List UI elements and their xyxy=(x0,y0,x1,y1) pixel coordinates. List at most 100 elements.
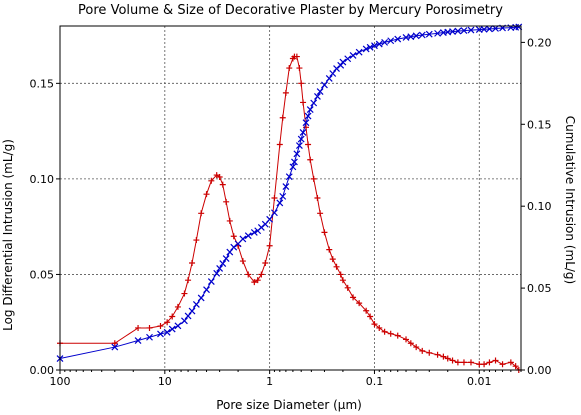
data-point xyxy=(222,255,230,263)
grid xyxy=(60,26,521,370)
data-point xyxy=(157,323,164,330)
data-point xyxy=(449,357,456,364)
data-point xyxy=(339,277,346,284)
data-point xyxy=(407,340,414,347)
data-point xyxy=(316,88,324,95)
y-right-tick-label: 0.10 xyxy=(527,200,552,213)
data-point xyxy=(189,259,196,266)
series-cumulative-intrusion xyxy=(56,23,523,362)
data-point xyxy=(512,363,519,370)
data-point xyxy=(188,307,196,315)
data-point xyxy=(499,361,506,368)
data-point xyxy=(337,61,345,69)
data-point xyxy=(146,333,153,341)
data-point xyxy=(419,347,426,354)
data-point xyxy=(394,35,402,43)
data-point xyxy=(381,38,389,46)
data-point xyxy=(298,80,305,87)
series-line xyxy=(59,26,519,360)
y-right-tick-label: 0.00 xyxy=(527,364,552,377)
data-point xyxy=(344,55,352,63)
data-point xyxy=(266,242,273,249)
data-point xyxy=(111,340,118,347)
data-point xyxy=(203,191,210,198)
x-tick-label: 1 xyxy=(266,375,273,388)
data-point xyxy=(326,246,333,253)
chart-title: Pore Volume & Size of Decorative Plaster… xyxy=(78,3,503,18)
data-point xyxy=(387,330,394,337)
data-point xyxy=(426,349,433,356)
data-point xyxy=(181,290,188,297)
data-point xyxy=(307,156,314,163)
x-tick-label: 100 xyxy=(50,375,71,388)
data-point xyxy=(135,324,142,331)
data-point xyxy=(310,99,318,107)
y-axis-left-title: Log Differential Intrusion (mL/g) xyxy=(1,139,15,331)
series-layer xyxy=(56,23,523,373)
data-point xyxy=(295,142,303,150)
data-point xyxy=(412,32,420,40)
data-point xyxy=(134,337,142,344)
data-point xyxy=(444,355,451,362)
data-point xyxy=(381,328,388,335)
x-tick-label: 10 xyxy=(158,375,172,388)
data-point xyxy=(219,260,227,267)
data-point xyxy=(276,199,284,207)
data-point xyxy=(329,70,337,77)
data-point xyxy=(282,89,289,96)
data-point xyxy=(226,217,233,224)
y-axis-right-title: Cumulative Intrusion (mL/g) xyxy=(563,116,577,284)
data-point xyxy=(492,357,499,364)
data-point xyxy=(271,195,278,201)
data-point xyxy=(486,25,493,33)
data-point xyxy=(325,74,333,82)
data-point xyxy=(208,177,215,184)
data-point xyxy=(481,361,488,368)
data-point xyxy=(305,141,312,148)
series-line xyxy=(60,56,520,371)
data-point xyxy=(299,129,307,136)
data-point xyxy=(226,248,234,256)
plot-frame xyxy=(59,25,522,371)
data-point xyxy=(216,265,224,272)
data-point xyxy=(230,243,238,251)
data-point xyxy=(300,99,307,106)
data-point xyxy=(230,233,237,240)
data-point xyxy=(291,158,298,166)
y-right-tick-label: 0.05 xyxy=(527,282,552,295)
data-point xyxy=(418,31,426,39)
data-point xyxy=(174,322,182,330)
data-point xyxy=(333,65,340,73)
data-point xyxy=(329,256,336,263)
data-point xyxy=(376,324,383,331)
data-point xyxy=(111,343,119,351)
data-point xyxy=(174,303,181,310)
data-point xyxy=(193,237,200,244)
x-tick-label: 0.1 xyxy=(366,375,384,388)
data-point xyxy=(219,181,226,188)
series-log-differential-intrusion xyxy=(57,53,522,373)
data-point xyxy=(407,33,415,41)
data-point xyxy=(250,228,258,236)
data-point xyxy=(507,359,514,366)
data-point xyxy=(251,279,258,286)
data-point xyxy=(356,300,363,307)
data-point xyxy=(321,229,328,236)
y-left-tick-label: 0.00 xyxy=(30,364,55,377)
data-point xyxy=(317,210,324,217)
data-point xyxy=(454,27,462,35)
data-point xyxy=(413,344,420,351)
data-point xyxy=(460,359,467,366)
data-point xyxy=(440,353,447,360)
data-point xyxy=(362,45,370,53)
data-point xyxy=(286,65,293,72)
data-point xyxy=(302,119,310,127)
data-point xyxy=(296,65,303,72)
data-point xyxy=(276,141,283,148)
data-point xyxy=(293,53,300,60)
data-point xyxy=(337,271,344,278)
data-point xyxy=(244,232,252,240)
data-point xyxy=(266,215,274,223)
data-point xyxy=(239,258,246,265)
